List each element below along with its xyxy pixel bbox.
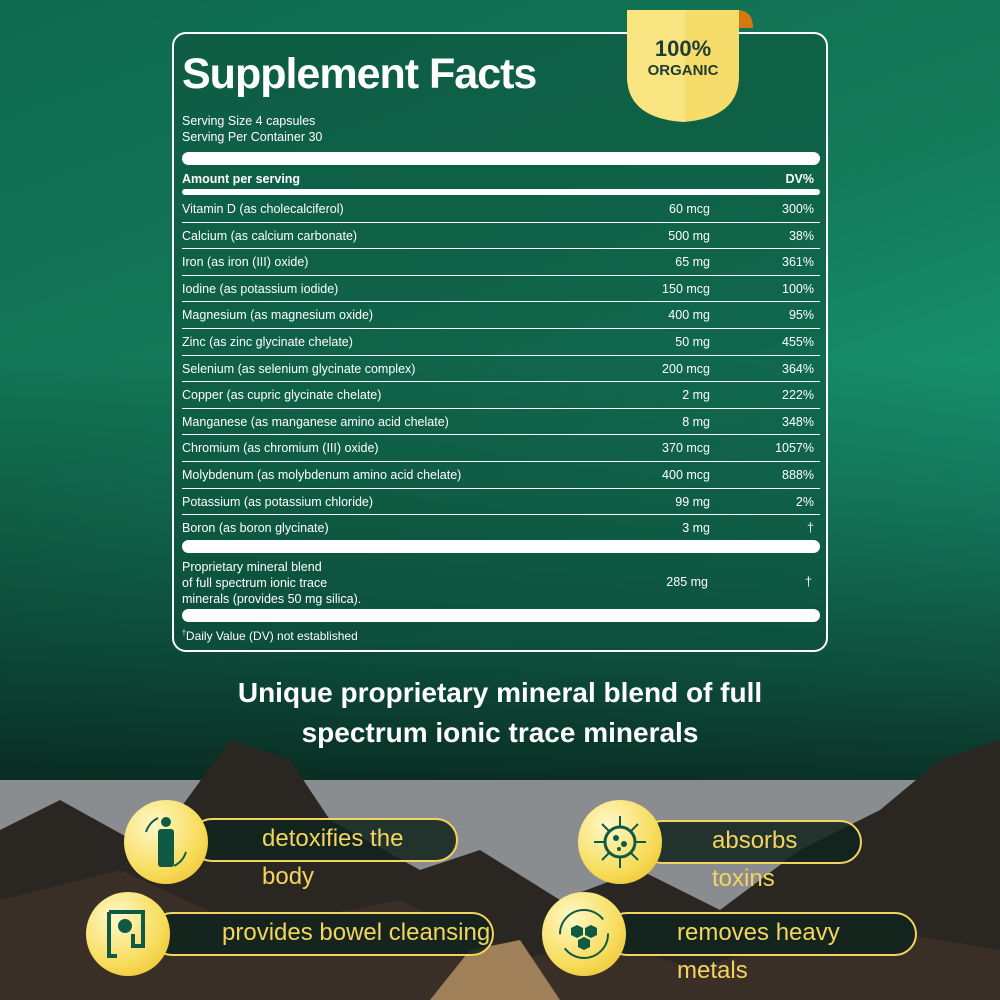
nutrient-row: Iodine (as potassium iodide) 150 mcg 100%: [182, 276, 820, 303]
nutrient-dv: 455%: [782, 335, 814, 349]
benefit-label: provides bowel cleansing: [222, 919, 491, 946]
nutrient-amount: 60 mcg: [669, 202, 710, 216]
nutrient-row: Selenium (as selenium glycinate complex)…: [182, 356, 820, 383]
divider: [182, 189, 820, 195]
proprietary-blend: Proprietary mineral blend of full spectr…: [182, 559, 361, 607]
nutrient-name: Calcium (as calcium carbonate): [182, 228, 358, 243]
blend-dv: †: [805, 575, 812, 589]
nutrient-name: Molybdenum (as molybdenum amino acid che…: [182, 468, 462, 482]
benefit-bowel: provides bowel cleansing: [150, 912, 494, 956]
nutrient-dv: 100%: [782, 281, 814, 296]
footnote-text: Daily Value (DV) not established: [185, 629, 358, 643]
nutrient-name: Iron (as iron (III) oxide): [182, 255, 309, 270]
serving-size: Serving Size 4 capsules: [182, 114, 316, 128]
footnote: †Daily Value (DV) not established: [182, 629, 358, 643]
hexagon-cycle-icon: [542, 892, 626, 976]
nutrient-amount: 8 mg: [682, 414, 710, 429]
panel-title: Supplement Facts: [182, 50, 537, 98]
benefit-label: detoxifies the body: [262, 825, 404, 890]
nutrient-amount: 2 mg: [682, 388, 710, 403]
table-header: Amount per serving DV%: [182, 172, 820, 186]
amount-per-serving-label: Amount per serving: [182, 172, 301, 186]
organic-badge: 100% ORGANIC: [625, 6, 753, 122]
nutrient-dv: 361%: [782, 255, 814, 270]
nutrient-amount: 3 mg: [682, 521, 710, 536]
benefit-label: absorbs toxins: [712, 827, 798, 892]
nutrient-row: Boron (as boron glycinate) 3 mg †: [182, 515, 820, 542]
nutrient-amount: 99 mg: [675, 494, 710, 509]
dv-header: DV%: [785, 172, 814, 186]
nutrient-dv: 364%: [782, 361, 814, 376]
nutrient-row: Vitamin D (as cholecalciferol) 60 mcg 300%: [182, 196, 820, 223]
nutrient-amount: 50 mg: [675, 335, 710, 349]
blend-line: minerals (provides 50 mg silica).: [182, 592, 362, 606]
nutrient-dv: 348%: [782, 414, 814, 429]
nutrient-name: Manganese (as manganese amino acid chela…: [182, 414, 449, 429]
nutrient-name: Iodine (as potassium iodide): [182, 281, 339, 296]
badge-percent: 100%: [654, 36, 712, 61]
nutrient-row: Copper (as cupric glycinate chelate) 2 mg…: [182, 382, 820, 409]
nutrient-row: Zinc (as zinc glycinate chelate) 50 mg 455…: [182, 329, 820, 356]
benefit-label: removes heavy metals: [677, 919, 840, 984]
tagline: Unique proprietary mineral blend of full…: [0, 673, 1000, 753]
virus-icon: [578, 800, 662, 884]
nutrient-row: Magnesium (as magnesium oxide) 400 mg 95%: [182, 302, 820, 329]
thick-divider: [182, 540, 820, 553]
nutrient-dv: 38%: [788, 228, 814, 243]
nutrient-name: Chromium (as chromium (III) oxide): [182, 441, 379, 456]
nutrient-row: Calcium (as calcium carbonate) 500 mg 38%: [182, 223, 820, 250]
nutrient-name: Vitamin D (as cholecalciferol): [182, 202, 344, 216]
nutrient-row: Manganese (as manganese amino acid chela…: [182, 409, 820, 436]
intestine-icon: [86, 892, 170, 976]
nutrient-dv: †: [807, 521, 814, 536]
nutrient-amount: 400 mg: [668, 308, 710, 323]
badge-organic: ORGANIC: [647, 62, 719, 79]
nutrient-amount: 500 mg: [668, 228, 710, 243]
nutrient-amount: 65 mg: [675, 255, 710, 270]
nutrient-name: Magnesium (as magnesium oxide): [182, 308, 374, 323]
blend-line: Proprietary mineral blend: [182, 560, 322, 574]
dagger: †: [182, 630, 186, 637]
nutrient-name: Potassium (as potassium chloride): [182, 494, 374, 509]
servings-per-container: Serving Per Container 30: [182, 130, 323, 144]
supplement-facts-panel: Supplement Facts Serving Size 4 capsules…: [172, 32, 828, 652]
nutrient-dv: 222%: [782, 388, 814, 403]
nutrient-dv: 888%: [782, 468, 814, 482]
nutrient-row: Molybdenum (as molybdenum amino acid che…: [182, 462, 820, 489]
nutrient-row: Iron (as iron (III) oxide) 65 mg 361%: [182, 249, 820, 276]
thick-divider: [182, 609, 820, 622]
tagline-line: Unique proprietary mineral blend of full: [237, 677, 763, 708]
blend-line: of full spectrum ionic trace: [182, 576, 328, 590]
nutrient-name: Copper (as cupric glycinate chelate): [182, 388, 382, 403]
nutrient-name: Boron (as boron glycinate): [182, 521, 329, 536]
person-cycle-icon: [124, 800, 208, 884]
nutrient-name: Selenium (as selenium glycinate complex): [182, 361, 416, 376]
nutrient-dv: 2%: [795, 494, 814, 509]
nutrient-amount: 200 mcg: [662, 361, 710, 376]
nutrient-row: Potassium (as potassium chloride) 99 mg 2%: [182, 489, 820, 516]
benefit-absorbs: absorbs toxins: [640, 820, 862, 892]
nutrient-amount: 400 mcg: [662, 468, 710, 482]
nutrient-name: Zinc (as zinc glycinate chelate): [182, 335, 353, 349]
nutrient-row: Chromium (as chromium (III) oxide) 370 mc…: [182, 435, 820, 462]
benefit-detox: detoxifies the body: [190, 818, 458, 890]
benefit-metals: removes heavy metals: [605, 912, 917, 984]
nutrient-dv: 300%: [782, 202, 814, 216]
nutrient-dv: 1057%: [775, 441, 814, 456]
thick-divider: [182, 152, 820, 165]
nutrient-dv: 95%: [788, 308, 814, 323]
nutrient-amount: 150 mcg: [662, 281, 710, 296]
blend-amount: 285 mg: [666, 575, 708, 589]
nutrient-amount: 370 mcg: [662, 441, 710, 456]
tagline-line: spectrum ionic trace minerals: [301, 717, 699, 748]
